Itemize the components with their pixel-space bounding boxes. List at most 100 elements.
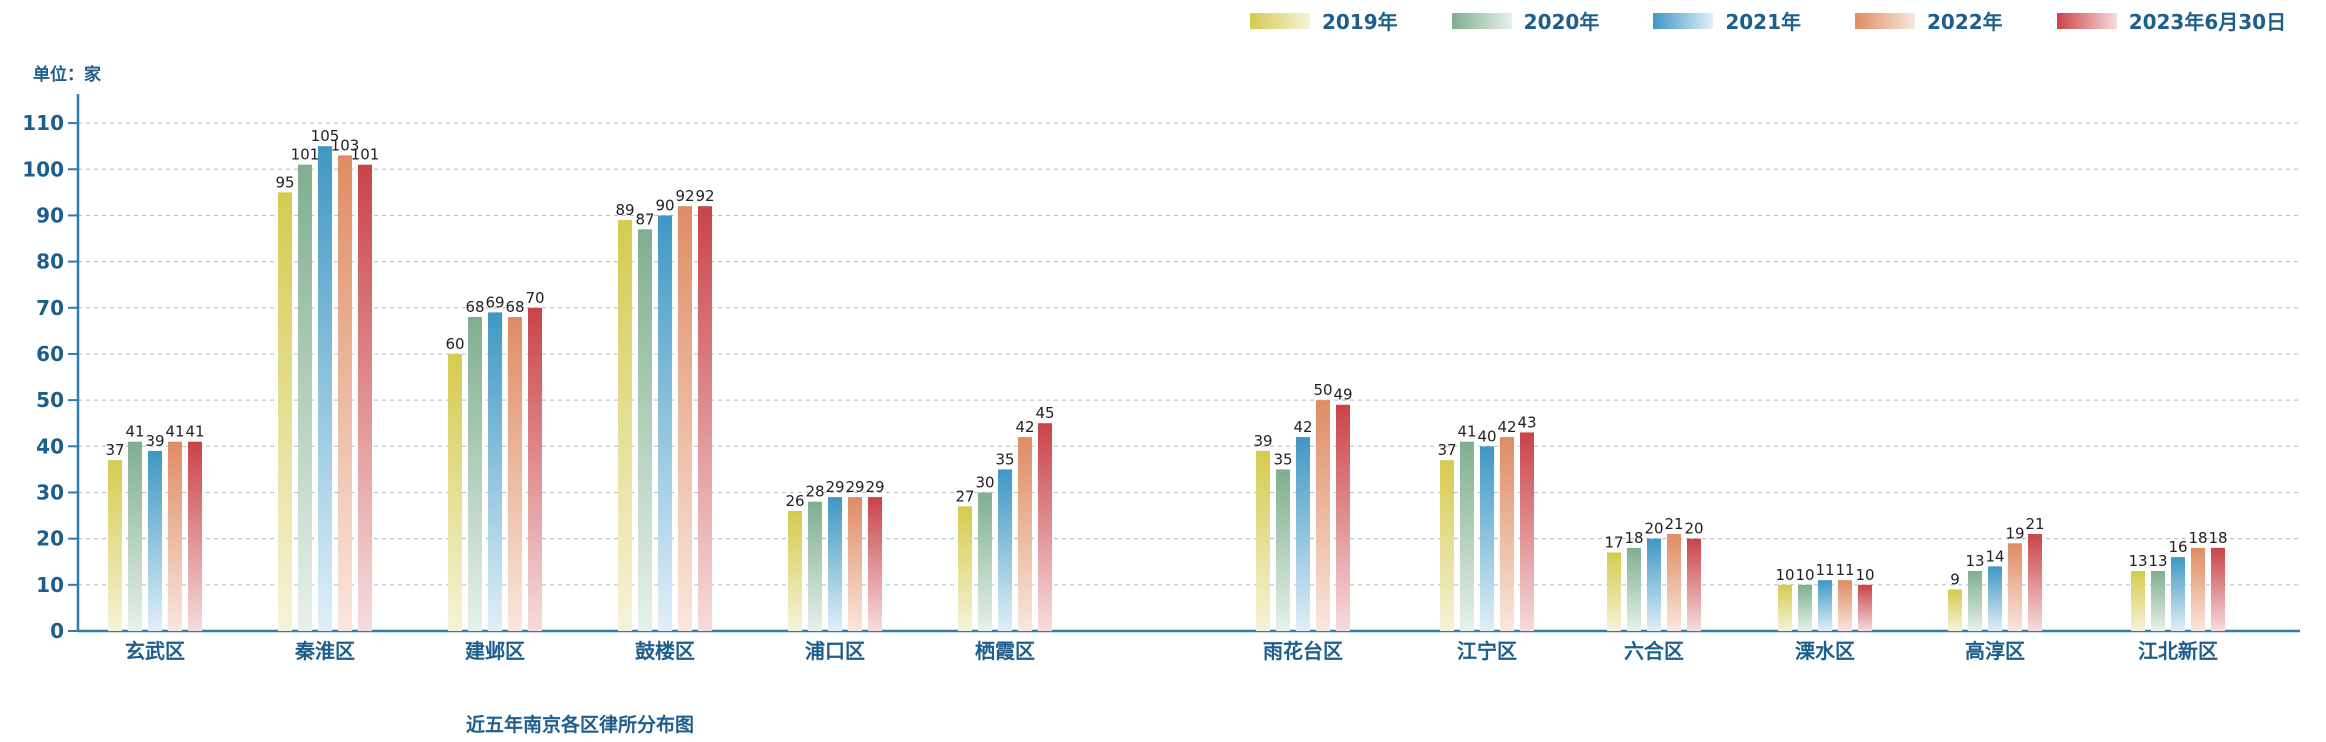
x-category-label: 雨花台区 (1263, 639, 1343, 663)
bar-value-label: 13 (2148, 552, 2167, 570)
legend-swatch (1250, 12, 1310, 29)
bar-value-label: 70 (525, 289, 544, 307)
bar-value-label: 10 (1795, 566, 1814, 584)
bar-value-label: 16 (2168, 538, 2187, 556)
bar-value-label: 17 (1604, 534, 1623, 552)
bar (188, 441, 202, 631)
legend-label: 2019年 (1322, 10, 1398, 34)
bar-value-label: 29 (825, 478, 844, 496)
bar (998, 469, 1012, 631)
bar-value-label: 20 (1644, 520, 1663, 538)
bar (618, 220, 632, 631)
bar (1440, 460, 1454, 631)
legend-swatch (1855, 12, 1916, 29)
x-category-label: 高淳区 (1965, 639, 2025, 663)
bar (508, 317, 522, 631)
bar (808, 501, 822, 631)
bar-value-label: 42 (1015, 418, 1034, 436)
y-tick-label: 100 (22, 157, 64, 181)
legend-swatch (1653, 12, 1714, 29)
bar-value-label: 42 (1497, 418, 1516, 436)
bar (1520, 432, 1534, 631)
y-tick-label: 40 (36, 434, 64, 458)
bar-value-label: 68 (505, 298, 524, 316)
bar-value-label: 41 (1457, 423, 1476, 441)
bar (278, 192, 292, 631)
bar (1627, 547, 1641, 631)
chart-caption: 近五年南京各区律所分布图 (466, 714, 695, 736)
bar-value-label: 21 (2025, 515, 2044, 533)
bar-value-label: 68 (465, 298, 484, 316)
bar (318, 146, 332, 631)
legend-swatch (2056, 12, 2117, 29)
bar (1968, 570, 1982, 631)
bar-value-label: 69 (485, 293, 504, 311)
bar-value-label: 39 (1253, 432, 1272, 450)
bar-value-label: 60 (445, 335, 464, 353)
bar (2131, 570, 2145, 631)
legend-label: 2021年 (1725, 10, 1802, 34)
bar (2211, 547, 2225, 631)
bar (848, 497, 862, 631)
bar (128, 441, 142, 631)
bar (1858, 584, 1872, 631)
bar-value-label: 28 (805, 483, 824, 501)
bar (1460, 441, 1474, 631)
y-tick-label: 0 (50, 619, 64, 643)
legend-item: 2022年 (1855, 6, 2003, 35)
bar-value-label: 13 (1965, 552, 1984, 570)
x-category-label: 六合区 (1624, 639, 1684, 663)
bar (638, 229, 652, 631)
bar (1647, 538, 1661, 631)
bar-value-label: 26 (785, 492, 804, 510)
y-tick-label: 110 (22, 111, 64, 135)
bar (148, 450, 162, 631)
bar (298, 164, 312, 631)
legend-item: 2019年 (1250, 6, 1398, 35)
x-category-label: 玄武区 (125, 639, 185, 663)
bar (1316, 400, 1330, 631)
bar (358, 164, 372, 631)
y-tick-label: 50 (36, 388, 64, 412)
bar (2191, 547, 2205, 631)
bar-value-label: 105 (311, 127, 340, 145)
y-tick-label: 90 (36, 203, 64, 227)
bar (1296, 437, 1310, 631)
bar-value-label: 11 (1835, 561, 1854, 579)
bar-value-label: 45 (1035, 404, 1054, 422)
bar (658, 215, 672, 631)
bar (978, 492, 992, 631)
y-tick-label: 60 (36, 342, 64, 366)
bar (1988, 566, 2002, 631)
y-tick-label: 20 (36, 527, 64, 551)
bar (868, 497, 882, 631)
bar-value-label: 29 (865, 478, 884, 496)
bar-value-label: 37 (105, 441, 124, 459)
bar-value-label: 21 (1664, 515, 1683, 533)
bar-value-label: 43 (1517, 413, 1536, 431)
bar (958, 506, 972, 631)
bar-value-label: 14 (1985, 547, 2004, 565)
bar-value-label: 95 (275, 173, 294, 191)
bar-value-label: 89 (615, 201, 634, 219)
bar-value-label: 10 (1855, 566, 1874, 584)
bar-value-label: 103 (331, 136, 360, 154)
bar (828, 497, 842, 631)
x-category-label: 鼓楼区 (635, 639, 695, 663)
bar-value-label: 18 (2208, 529, 2227, 547)
bar-value-label: 20 (1684, 520, 1703, 538)
bar-value-label: 87 (635, 210, 654, 228)
bar (338, 155, 352, 631)
bar (1838, 580, 1852, 631)
bar-value-label: 18 (1624, 529, 1643, 547)
legend-label: 2022年 (1927, 10, 2003, 34)
bar (1480, 446, 1494, 631)
bar-value-label: 92 (695, 187, 714, 205)
x-category-label: 栖霞区 (975, 639, 1035, 663)
bar-value-label: 11 (1815, 561, 1834, 579)
y-tick-label: 80 (36, 250, 64, 274)
x-category-label: 溧水区 (1795, 639, 1855, 663)
x-category-label: 秦淮区 (294, 639, 355, 663)
bar-value-label: 101 (351, 146, 380, 164)
